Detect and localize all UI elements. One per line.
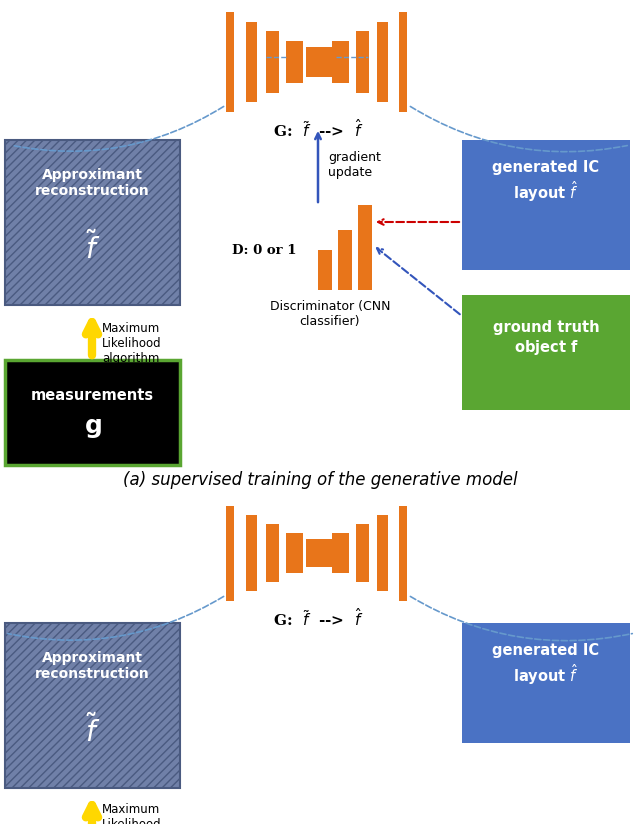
Text: D: 0 or 1: D: 0 or 1: [232, 244, 296, 256]
Bar: [355, 524, 369, 582]
Text: Approximant
reconstruction: Approximant reconstruction: [35, 168, 150, 199]
Bar: [319, 47, 333, 77]
Text: Maximum
Likelihood
algorithm: Maximum Likelihood algorithm: [102, 322, 162, 365]
Text: Maximum
Likelihood
algorithm: Maximum Likelihood algorithm: [102, 803, 162, 824]
Bar: [399, 12, 407, 112]
Text: $\mathbf{g}$: $\mathbf{g}$: [84, 416, 101, 440]
Bar: [306, 47, 320, 77]
Text: $\tilde{f}$: $\tilde{f}$: [85, 714, 100, 748]
Bar: [5, 140, 180, 305]
Bar: [318, 250, 332, 290]
Bar: [285, 533, 303, 573]
Bar: [338, 230, 352, 290]
Text: ground truth
object $\mathbf{f}$: ground truth object $\mathbf{f}$: [493, 320, 599, 357]
Text: generated IC
layout $\hat{f}$: generated IC layout $\hat{f}$: [492, 160, 600, 204]
Bar: [5, 623, 180, 788]
Bar: [319, 539, 333, 567]
Text: measurements: measurements: [31, 388, 154, 403]
Bar: [332, 41, 349, 83]
Bar: [226, 12, 234, 112]
Text: (a) supervised training of the generative model: (a) supervised training of the generativ…: [123, 471, 517, 489]
Bar: [376, 515, 387, 591]
Bar: [462, 295, 630, 410]
Bar: [5, 360, 180, 465]
Text: generated IC
layout $\hat{f}$: generated IC layout $\hat{f}$: [492, 643, 600, 686]
Bar: [285, 41, 303, 83]
Text: gradient
update: gradient update: [328, 151, 381, 179]
Bar: [462, 623, 630, 743]
Text: Discriminator (CNN
classifier): Discriminator (CNN classifier): [269, 300, 390, 328]
Bar: [332, 533, 349, 573]
Bar: [246, 515, 257, 591]
Text: Approximant
reconstruction: Approximant reconstruction: [35, 651, 150, 681]
Bar: [399, 505, 407, 601]
Bar: [226, 505, 234, 601]
Bar: [246, 22, 257, 102]
Bar: [306, 539, 320, 567]
Text: $\tilde{f}$: $\tilde{f}$: [85, 232, 100, 265]
Text: G:  $\tilde{f}$  -->  $\hat{f}$: G: $\tilde{f}$ --> $\hat{f}$: [273, 118, 364, 140]
Bar: [266, 31, 278, 93]
Bar: [358, 205, 372, 290]
Bar: [462, 140, 630, 270]
Text: G:  $\tilde{f}$  -->  $\hat{f}$: G: $\tilde{f}$ --> $\hat{f}$: [273, 607, 364, 629]
Bar: [355, 31, 369, 93]
Bar: [266, 524, 278, 582]
Bar: [376, 22, 387, 102]
